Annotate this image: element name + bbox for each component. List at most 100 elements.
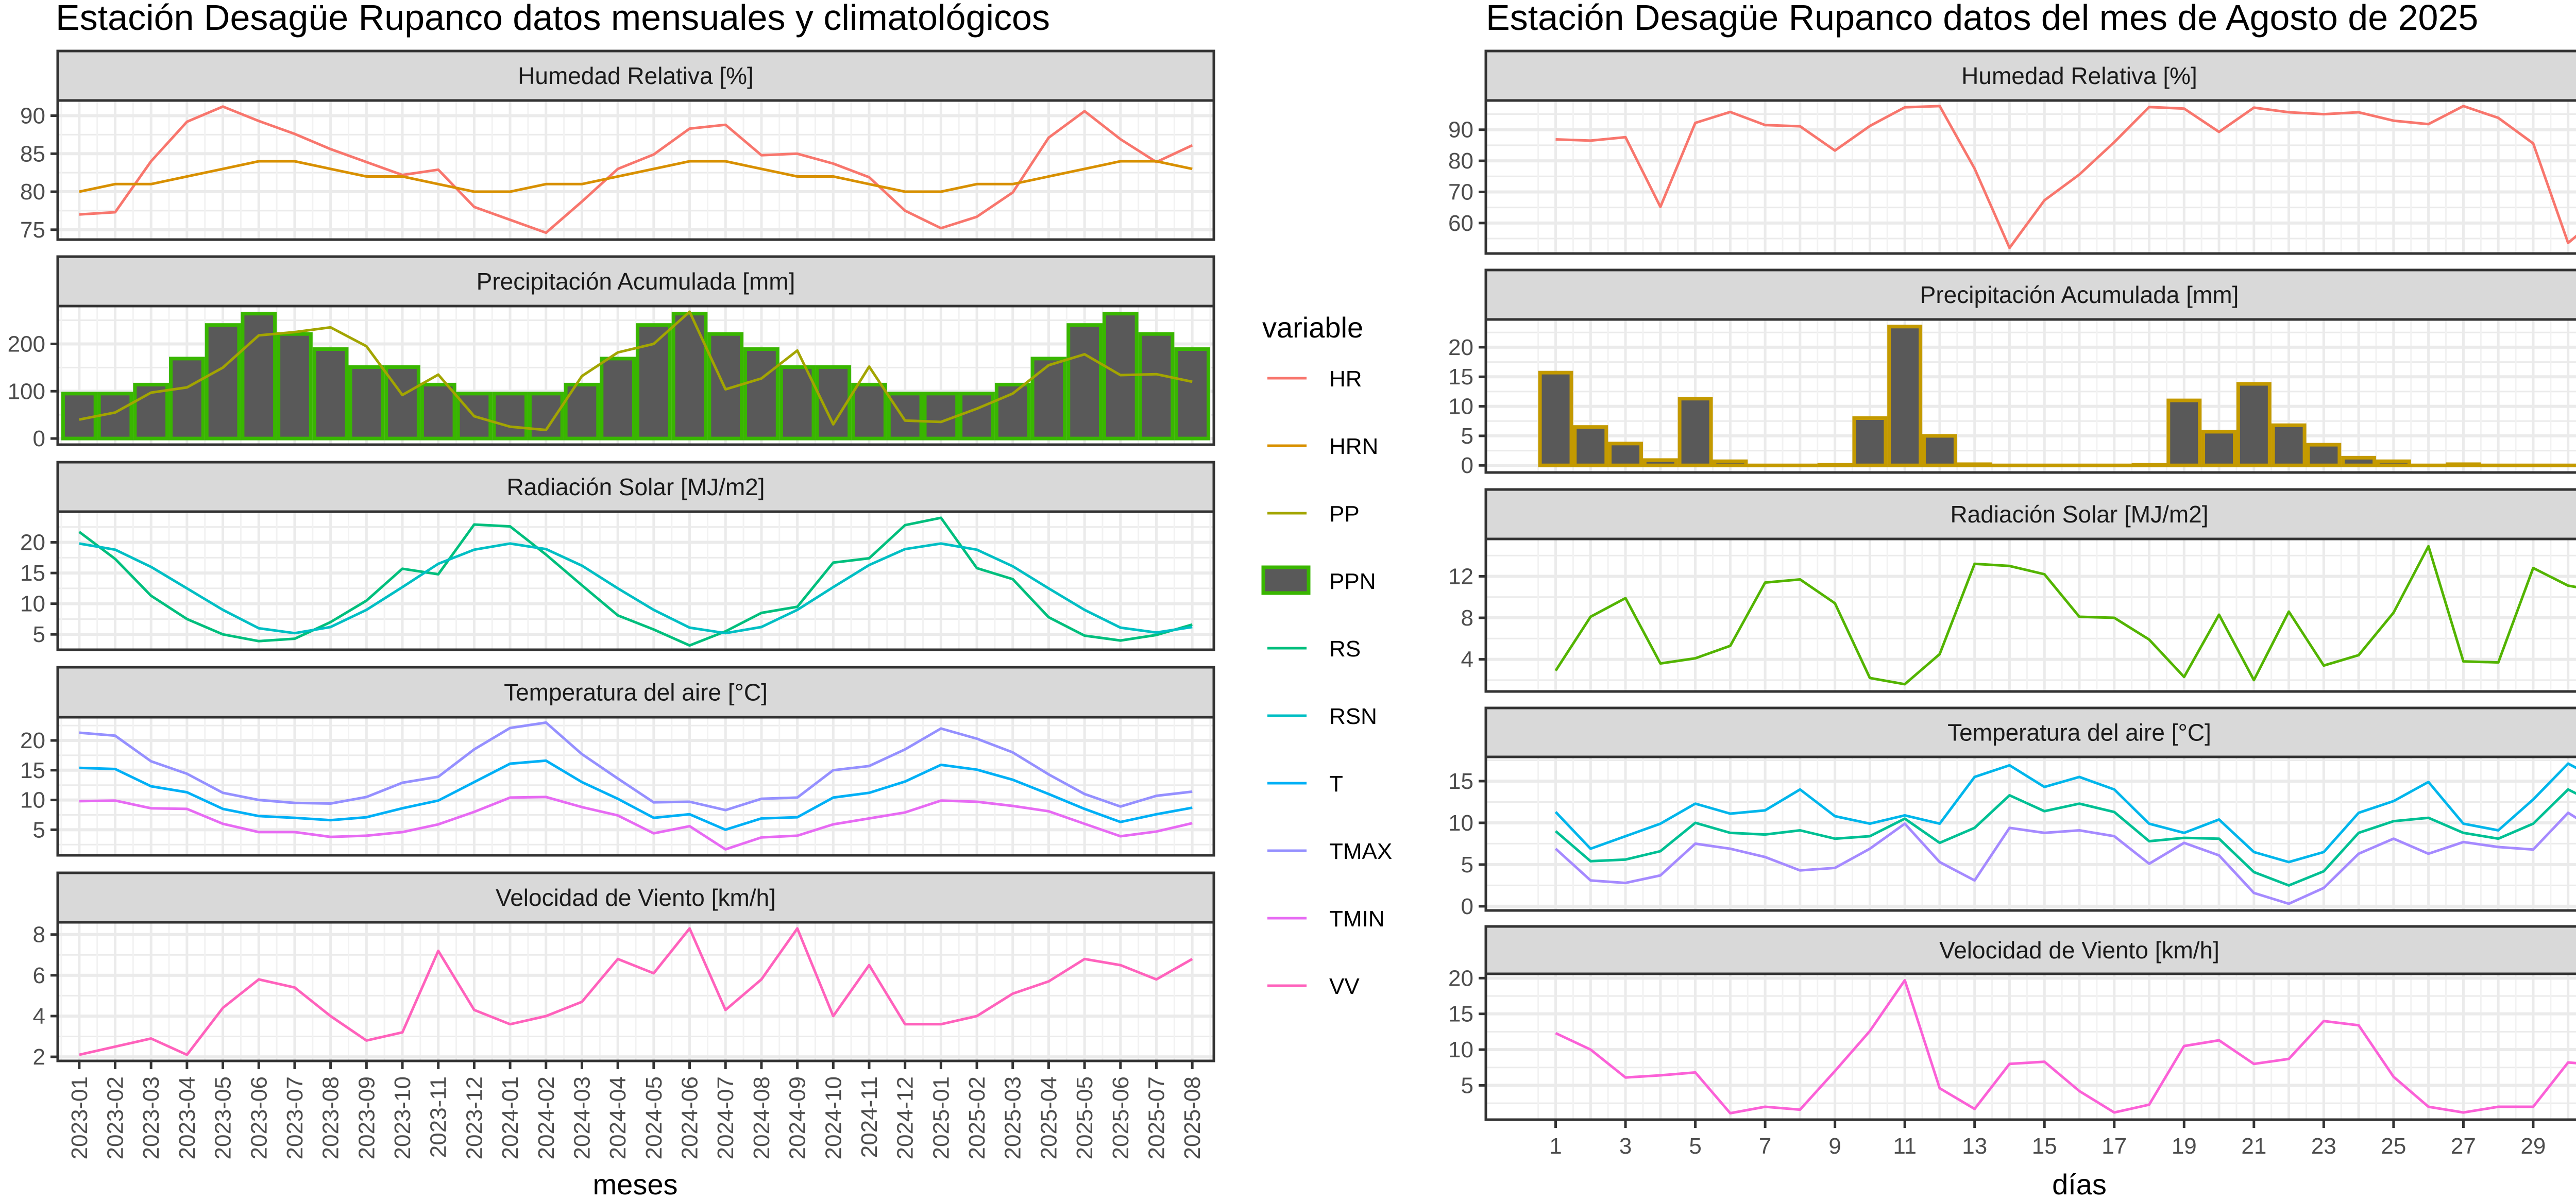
bar-ppn xyxy=(1174,347,1211,441)
legend-key-bar xyxy=(1261,565,1311,595)
line-pp xyxy=(79,310,1193,431)
legend-label: TMAX xyxy=(1329,839,1392,864)
series-rsn xyxy=(79,542,1193,635)
facet-strip xyxy=(56,49,1215,102)
x-tick-label: 2025-06 xyxy=(1108,1076,1133,1159)
x-tick-label: 2024-09 xyxy=(785,1076,810,1159)
bar-ppn xyxy=(277,332,313,441)
facet-panel: 0 5 10 15 Temperatura del aire [°C] xyxy=(1448,706,2576,919)
bar-ppn xyxy=(97,392,133,441)
y-tick-label: 20 xyxy=(1448,335,1473,360)
line-hr xyxy=(1555,105,2576,249)
series-rs xyxy=(1554,545,2576,686)
legend-label: RS xyxy=(1329,636,1361,662)
x-tick-label: 19 xyxy=(2172,1134,2197,1159)
x-tick-label: 2023-01 xyxy=(67,1076,92,1159)
facet-strip xyxy=(56,461,1215,513)
bar-pp xyxy=(2236,382,2272,467)
x-tick-label: 1 xyxy=(1549,1134,1562,1159)
x-tick-label: 2025-08 xyxy=(1180,1076,1205,1159)
bar-ppn xyxy=(420,382,456,441)
line-tmin xyxy=(1554,812,2576,905)
x-tick-label: 2023-07 xyxy=(282,1076,308,1159)
y-tick-label: 15 xyxy=(20,561,45,586)
y-tick-label: 80 xyxy=(1448,148,1473,174)
monthly-x-axis-title: meses xyxy=(593,1168,678,1199)
bar-ppn xyxy=(61,392,97,441)
facet-strip-label: Radiación Solar [MJ/m2] xyxy=(506,474,765,500)
legend-label: HRN xyxy=(1329,434,1378,459)
line-hr xyxy=(79,105,1193,234)
series-vv xyxy=(1555,979,2576,1114)
legend-label: HR xyxy=(1329,366,1362,392)
facet-strip xyxy=(56,871,1215,924)
legend-entry-vv: VV xyxy=(1267,974,1360,999)
x-tick-label: 2024-04 xyxy=(605,1076,631,1159)
line-vv xyxy=(79,927,1193,1056)
y-tick-label: 20 xyxy=(20,530,45,555)
facet-strip xyxy=(1484,268,2576,321)
legend-entry-ppn: PPN xyxy=(1261,565,1376,595)
y-tick-label: 20 xyxy=(20,728,45,753)
y-tick-label: 5 xyxy=(1461,1073,1473,1098)
y-tick-label: 10 xyxy=(1448,1037,1473,1062)
series-tmax xyxy=(1554,762,2576,864)
daily-x-axis-title: días xyxy=(2052,1168,2107,1199)
y-tick-label: 70 xyxy=(1448,179,1473,205)
series-hr xyxy=(79,105,1193,234)
facet-strip xyxy=(1484,706,2576,758)
y-tick-label: 10 xyxy=(1448,394,1473,419)
x-tick-label: 2024-12 xyxy=(893,1076,918,1159)
bar-pp xyxy=(1538,370,1573,467)
y-tick-label: 2 xyxy=(33,1044,45,1070)
legend-entry-hrn: HRN xyxy=(1267,434,1378,459)
series-tmin xyxy=(1554,812,2576,905)
bar-ppn xyxy=(492,392,528,441)
bar-ppn xyxy=(1066,323,1103,441)
legend-entry-t: T xyxy=(1267,771,1343,797)
facet-strip-label: Temperatura del aire [°C] xyxy=(504,679,768,706)
x-tick-label: 29 xyxy=(2520,1134,2546,1159)
series-pp xyxy=(1538,325,2576,467)
facet-strip-label: Precipitación Acumulada [mm] xyxy=(1920,281,2239,308)
bar-ppn xyxy=(312,347,349,441)
y-tick-label: 4 xyxy=(1461,647,1473,672)
line-rs xyxy=(1554,545,2576,686)
y-tick-label: 75 xyxy=(20,217,45,243)
facet-strip-label: Humedad Relativa [%] xyxy=(518,62,754,89)
y-tick-label: 5 xyxy=(33,622,45,647)
bar-pp xyxy=(1642,458,1678,467)
facet-panel: 4 8 12 Radiación Solar [MJ/m2] xyxy=(1448,488,2576,693)
x-tick-label: 2023-05 xyxy=(211,1076,236,1159)
series-tmin xyxy=(79,796,1193,851)
facet-strip xyxy=(56,255,1215,308)
x-tick-label: 2024-10 xyxy=(821,1076,846,1159)
x-tick-label: 2024-01 xyxy=(498,1076,523,1159)
legend-entry-tmax: TMAX xyxy=(1267,839,1392,864)
legend-entry-rs: RS xyxy=(1267,636,1361,662)
x-tick-label: 2023-10 xyxy=(390,1076,415,1159)
x-tick-label: 2024-11 xyxy=(857,1076,882,1158)
facet-panel: 0 100 200 Precipitación Acumulada [mm] xyxy=(8,255,1215,451)
bar-pp xyxy=(1922,434,1957,467)
facet-strip-label: Radiación Solar [MJ/m2] xyxy=(1950,501,2208,528)
facet-panel: 5 10 15 20 Temperatura del aire [°C] xyxy=(20,666,1215,857)
facet-panel: 2 4 6 8 Velocidad de Viento [km/h] xyxy=(33,871,1215,1070)
line-hrn xyxy=(79,160,1193,193)
x-tick-label: 27 xyxy=(2451,1134,2476,1159)
series-t xyxy=(1554,788,2576,887)
bar-ppn xyxy=(671,312,708,441)
bar-ppn xyxy=(348,365,385,441)
legend-label: PP xyxy=(1329,501,1360,527)
x-tick-label: 7 xyxy=(1759,1134,1771,1159)
x-tick-label: 2023-11 xyxy=(426,1076,451,1158)
y-tick-label: 60 xyxy=(1448,211,1473,236)
line-tmin xyxy=(79,796,1193,851)
bar-pp xyxy=(1573,425,1608,467)
bar-ppn xyxy=(1030,357,1067,441)
bar-ppn xyxy=(959,392,995,441)
x-tick-label: 13 xyxy=(1962,1134,1987,1159)
